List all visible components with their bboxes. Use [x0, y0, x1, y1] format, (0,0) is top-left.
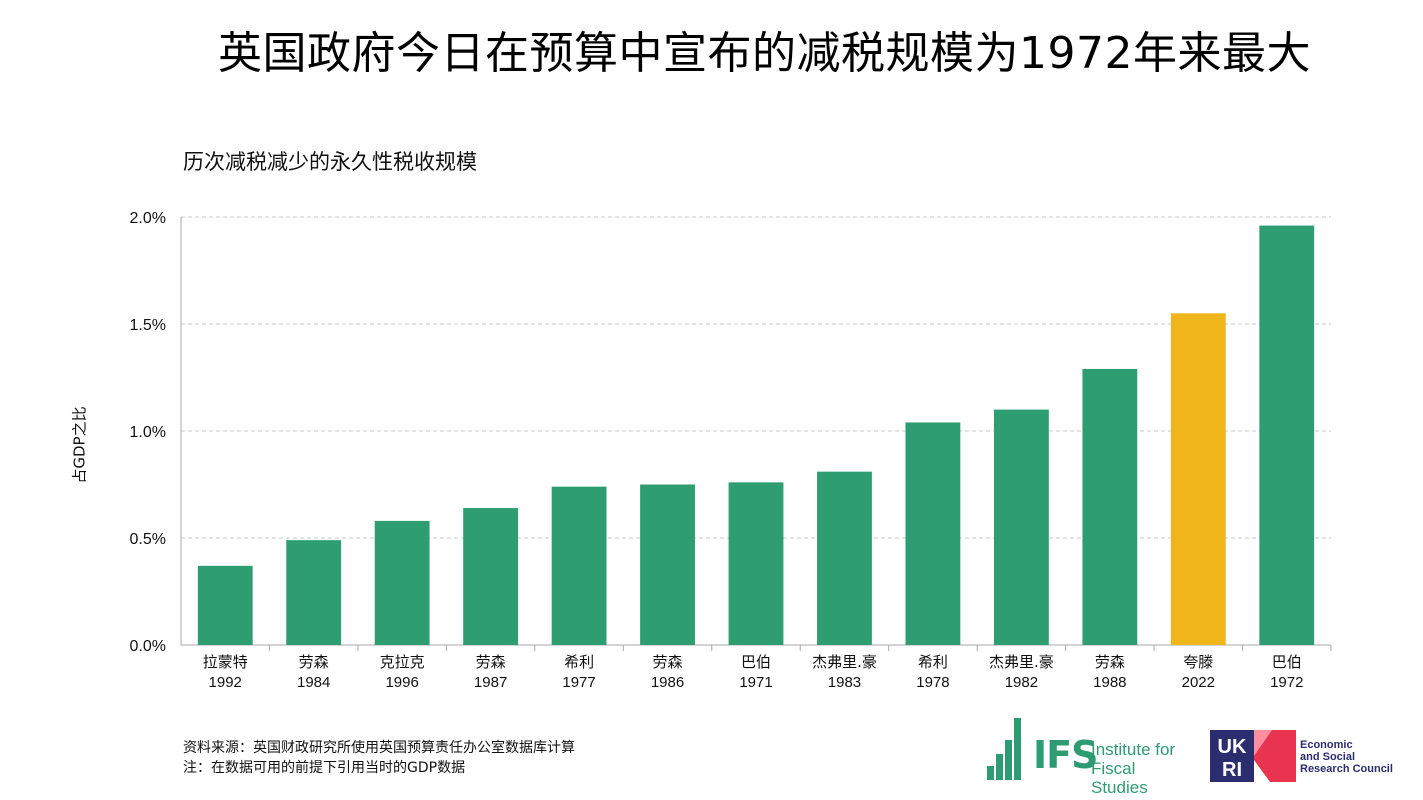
bar: [640, 484, 695, 645]
x-tick-label-name: 巴伯: [1272, 653, 1302, 671]
note-text: 注：在数据可用的前提下引用当时的GDP数据: [183, 760, 466, 776]
y-tick-label: 1.0%: [130, 424, 166, 441]
x-tick-label-name: 劳森: [476, 653, 506, 671]
x-tick-label-name: 劳森: [1095, 653, 1125, 671]
svg-text:RI: RI: [1222, 759, 1242, 781]
x-tick-label-year: 1982: [1005, 674, 1038, 691]
x-tick-label-year: 1978: [916, 674, 949, 691]
x-tick-label-name: 拉蒙特: [203, 653, 248, 671]
ifs-abbr: IFS: [1033, 733, 1098, 777]
x-tick-label-name: 劳森: [299, 653, 329, 671]
bar: [728, 482, 784, 645]
bar: [197, 565, 253, 645]
x-tick-label-year: 1972: [1270, 674, 1303, 691]
x-tick-label-name: 劳森: [653, 653, 683, 671]
svg-text:UK: UK: [1218, 736, 1247, 758]
bar: [905, 422, 961, 645]
bar: [1170, 313, 1226, 645]
footer-notes: 资料来源：英国财政研究所使用英国预算责任办公室数据库计算 注：在数据可用的前提下…: [183, 738, 575, 778]
x-tick-label-name: 杰弗里.豪: [812, 653, 877, 671]
ifs-logo: IFS Institute for Fiscal Studies: [985, 718, 1195, 797]
x-tick-label-name: 巴伯: [741, 653, 771, 671]
y-tick-label: 0.5%: [130, 531, 166, 548]
bar: [551, 486, 607, 645]
ukri-mark-icon: UK RI: [1210, 730, 1296, 782]
bar: [1082, 368, 1138, 645]
x-tick-label-year: 2022: [1182, 674, 1215, 691]
chart-subtitle: 历次减税减少的永久性税收规模: [183, 150, 477, 174]
x-tick-label-year: 1986: [651, 674, 684, 691]
source-text: 资料来源：英国财政研究所使用英国预算责任办公室数据库计算: [183, 740, 575, 756]
y-tick-label: 2.0%: [130, 210, 166, 227]
x-tick-label-year: 1987: [474, 674, 507, 691]
x-tick-label-name: 杰弗里.豪: [989, 653, 1054, 671]
bar: [1259, 225, 1315, 645]
ukri-name: Economic and Social Research Council: [1300, 739, 1393, 775]
x-tick-label-year: 1992: [209, 674, 242, 691]
x-tick-label-year: 1971: [739, 674, 772, 691]
x-tick-label-name: 希利: [564, 653, 594, 671]
x-tick-label-name: 希利: [918, 653, 948, 671]
main-title: 英国政府今日在预算中宣布的减税规模为1972年来最大: [218, 28, 1311, 79]
x-tick-label-year: 1983: [828, 674, 861, 691]
x-tick-label-year: 1996: [385, 674, 418, 691]
bar: [463, 508, 519, 645]
x-tick-label-name: 克拉克: [380, 653, 425, 671]
bar: [817, 471, 872, 645]
x-tick-label-year: 1984: [297, 674, 330, 691]
x-tick-label-year: 1977: [562, 674, 595, 691]
y-tick-label: 0.0%: [130, 638, 166, 655]
ifs-name: Institute for Fiscal Studies: [1091, 740, 1176, 797]
ukri-logo: UK RI Economic and Social Research Counc…: [1210, 730, 1410, 782]
ifs-bars-icon: [985, 718, 1033, 780]
bar: [993, 409, 1049, 645]
x-tick-label-name: 夸滕: [1183, 653, 1213, 671]
y-tick-label: 1.5%: [130, 317, 166, 334]
bar: [374, 520, 430, 645]
bar: [286, 540, 342, 645]
x-tick-label-year: 1988: [1093, 674, 1126, 691]
